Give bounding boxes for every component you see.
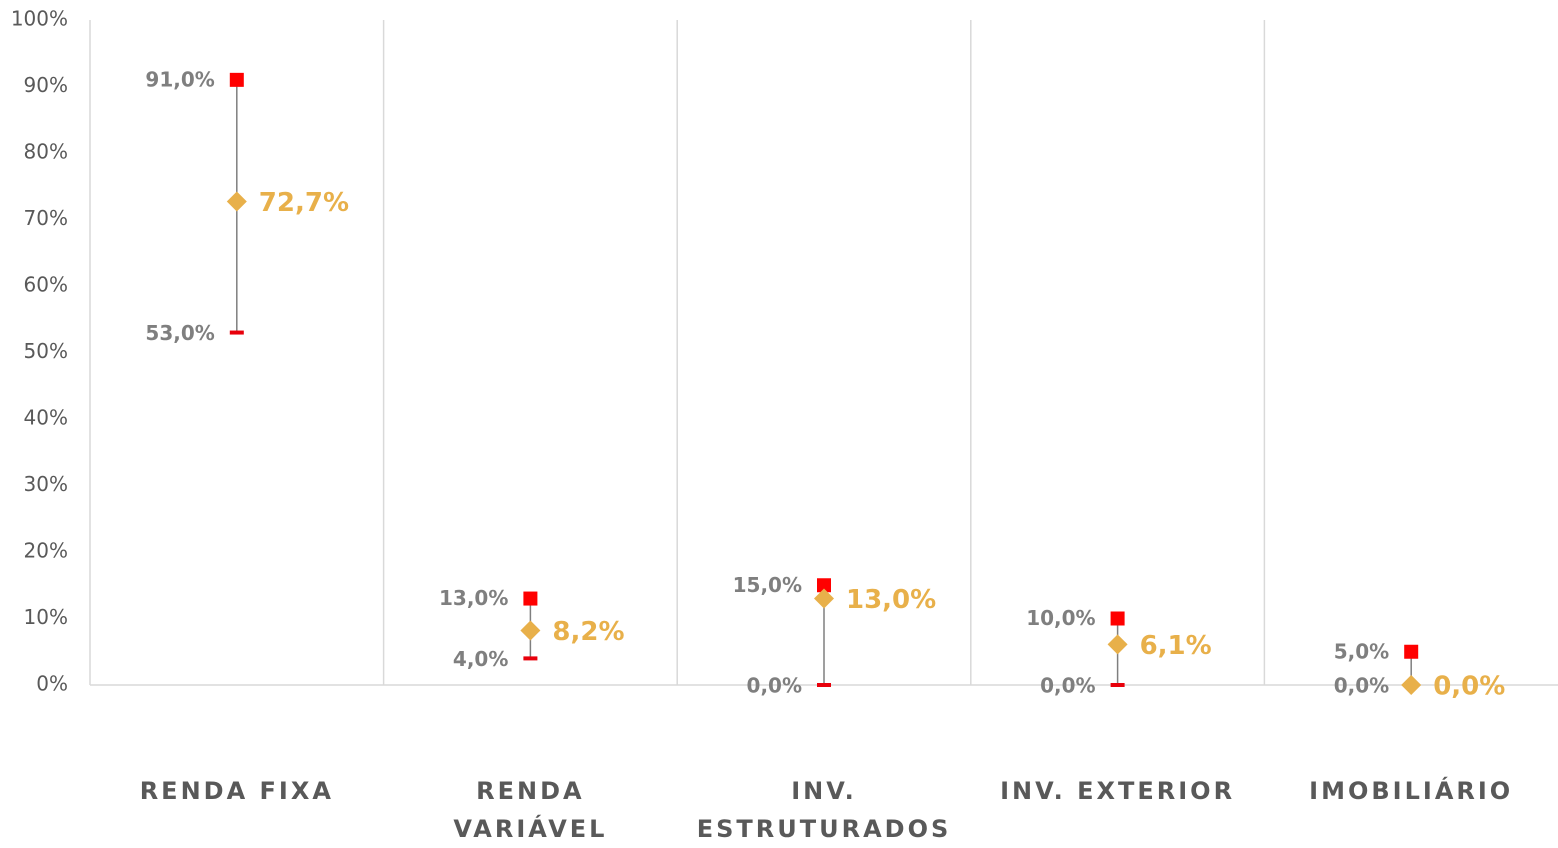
y-tick-label: 100%: [11, 7, 68, 31]
current-label: 6,1%: [1140, 631, 1212, 661]
min-label: 0,0%: [1040, 674, 1095, 698]
x-tick-label: INV. EXTERIOR: [1000, 777, 1236, 805]
x-tick-label: INV. ESTRUTURADOS: [696, 777, 952, 843]
max-label: 13,0%: [439, 586, 508, 610]
min-label: 4,0%: [453, 647, 508, 671]
max-marker: [523, 591, 538, 606]
max-marker: [1110, 611, 1125, 626]
max-marker: [229, 72, 244, 87]
min-marker: [1110, 683, 1125, 687]
y-tick-label: 90%: [24, 73, 68, 97]
y-tick-label: 0%: [36, 672, 68, 696]
min-label: 53,0%: [145, 321, 214, 345]
min-marker: [229, 330, 244, 335]
x-tick-label: RENDA VARIÁVEL: [453, 777, 608, 843]
min-label: 0,0%: [747, 674, 802, 698]
max-marker: [1404, 644, 1419, 659]
y-tick-label: 40%: [24, 406, 68, 430]
min-label: 0,0%: [1334, 674, 1389, 698]
y-tick-label: 30%: [24, 472, 68, 496]
max-label: 91,0%: [145, 67, 214, 91]
current-marker: [1401, 675, 1422, 695]
current-label: 8,2%: [552, 617, 624, 647]
min-marker: [817, 683, 831, 687]
x-tick-label: RENDA FIXA: [139, 777, 334, 805]
y-tick-label: 70%: [24, 206, 68, 230]
current-marker: [520, 620, 541, 641]
max-label: 15,0%: [733, 573, 802, 597]
y-tick-label: 80%: [24, 140, 68, 164]
y-tick-label: 20%: [24, 539, 68, 563]
max-label: 5,0%: [1334, 639, 1389, 663]
x-tick-label: IMOBILIÁRIO: [1309, 777, 1514, 805]
min-marker: [523, 656, 538, 661]
y-tick-label: 50%: [24, 339, 68, 363]
y-tick-label: 60%: [24, 273, 68, 297]
current-marker: [814, 588, 834, 609]
current-label: 72,7%: [259, 188, 349, 218]
max-marker: [817, 578, 831, 593]
current-marker: [1107, 634, 1128, 655]
current-label: 13,0%: [846, 585, 936, 615]
current-marker: [226, 191, 247, 212]
y-tick-label: 10%: [24, 605, 68, 629]
max-label: 10,0%: [1026, 606, 1095, 630]
current-label: 0,0%: [1433, 672, 1505, 702]
